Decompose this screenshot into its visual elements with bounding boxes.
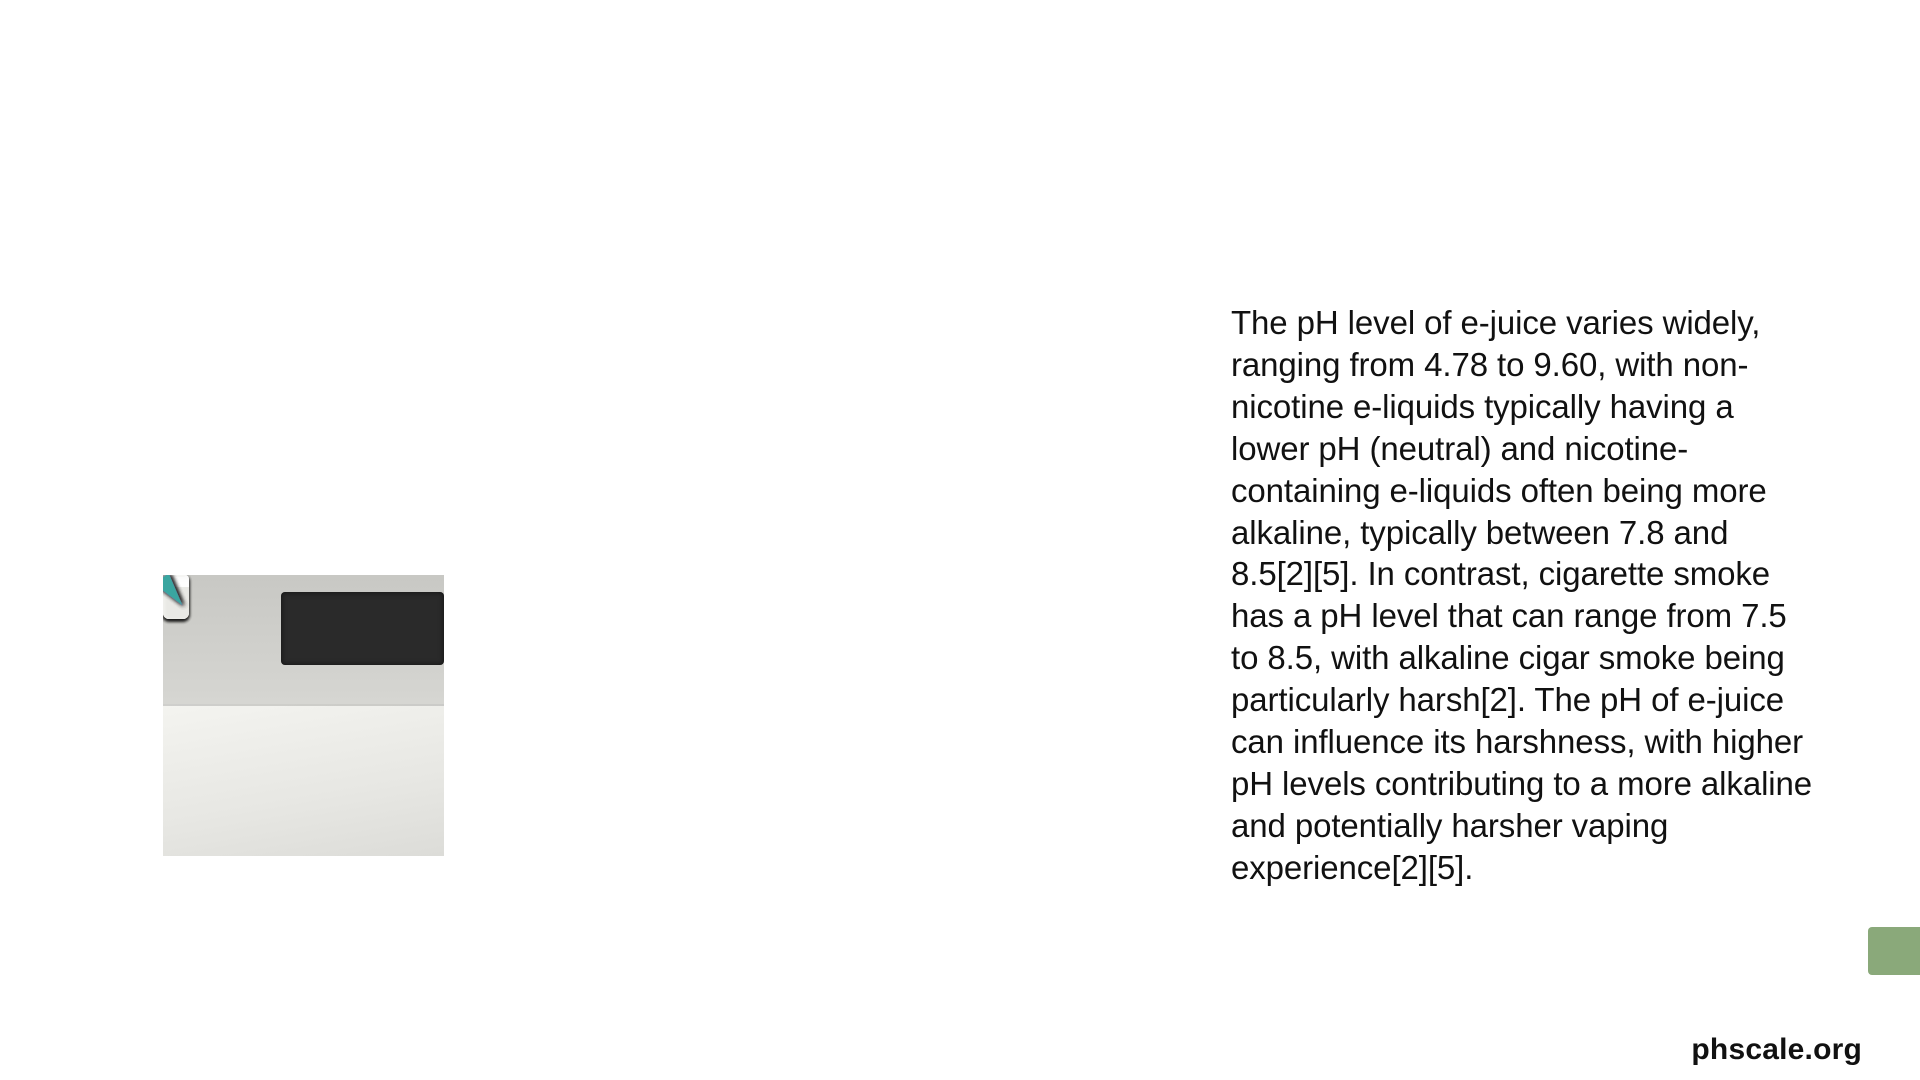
body-text: The pH level of e-juice varies widely, r… (1231, 302, 1816, 889)
accent-tab (1868, 927, 1920, 975)
site-credit: phscale.org (1691, 1033, 1862, 1067)
bench-edge (163, 704, 444, 706)
lab-photo (163, 575, 444, 856)
dark-pad (281, 592, 444, 665)
lab-photo-scene (163, 575, 444, 856)
bench-front (163, 704, 444, 856)
